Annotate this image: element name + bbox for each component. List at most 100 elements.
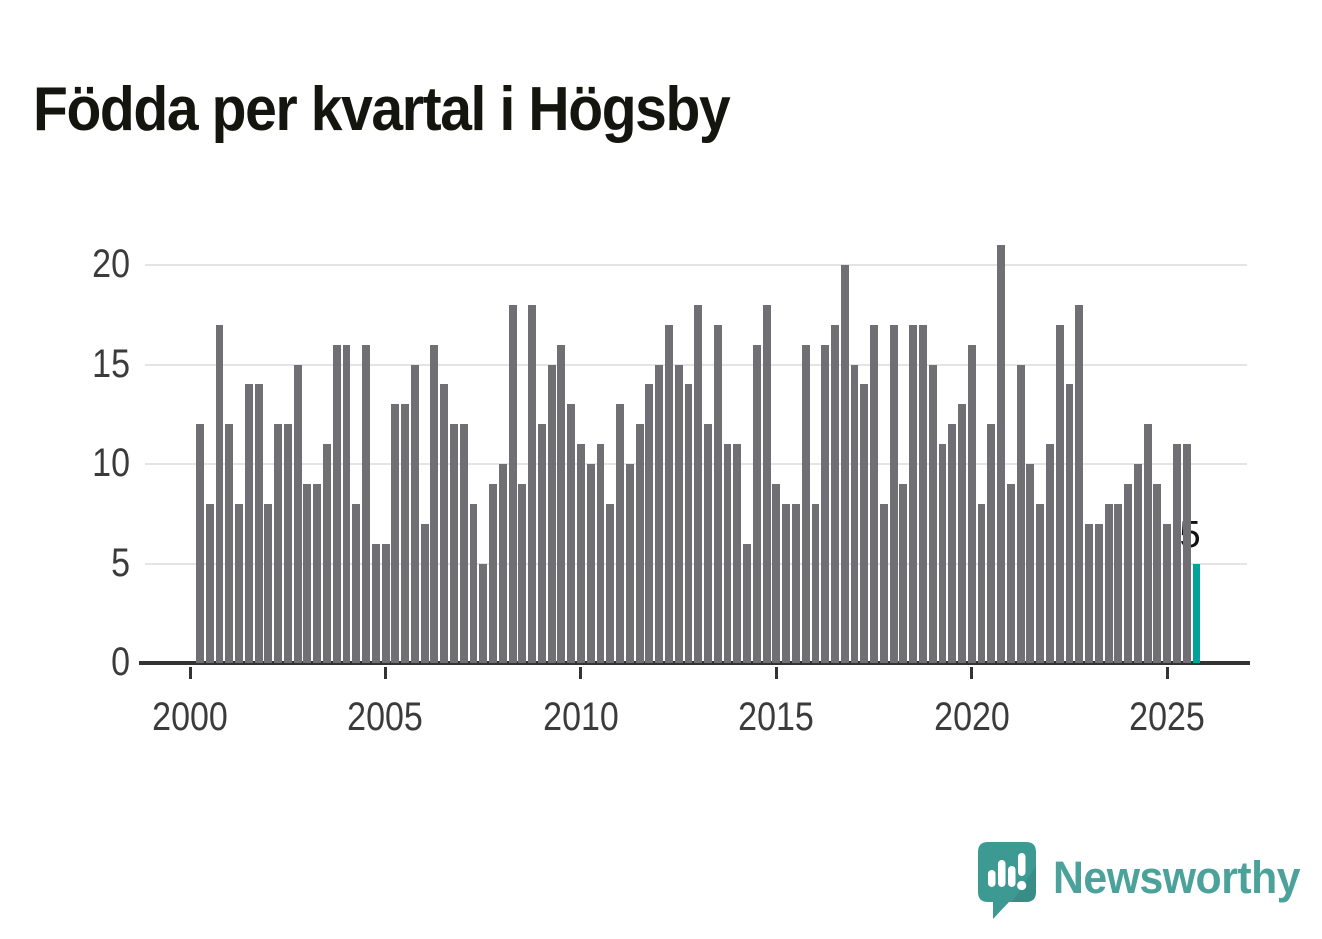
- bar-2011-q2: [635, 424, 644, 663]
- bar-2005-q4: [420, 523, 429, 663]
- bar-2015-q3: [801, 344, 810, 663]
- bar-2008-q2: [518, 483, 527, 663]
- bar-2002-q4: [303, 483, 312, 663]
- bar-2016-q2: [831, 324, 839, 663]
- bar-2022-q1: [1055, 324, 1064, 663]
- bar-2000-q1: [196, 424, 204, 663]
- bar-2011-q3: [645, 384, 654, 663]
- bar-2018-q1: [899, 483, 908, 663]
- x-tick-2020: [970, 667, 974, 679]
- bar-2012-q1: [664, 324, 673, 663]
- y-axis-label-0: 0: [111, 640, 130, 684]
- bar-2002-q3: [293, 364, 302, 663]
- y-axis-label-15: 15: [92, 341, 130, 386]
- bar-2000-q4: [225, 424, 234, 663]
- bar-2001-q2: [244, 384, 253, 663]
- newsworthy-wordmark: Newsworthy: [1053, 852, 1301, 903]
- bar-2006-q3: [450, 424, 458, 663]
- bar-2011-q1: [625, 464, 634, 663]
- bar-2009-q2: [557, 344, 566, 663]
- bar-2010-q2: [596, 444, 605, 663]
- bar-2017-q1: [860, 384, 869, 663]
- bar-2001-q1: [235, 503, 243, 663]
- bar-2015-q2: [791, 503, 800, 663]
- bar-2015-q1: [782, 503, 791, 663]
- bar-2010-q1: [586, 464, 595, 663]
- bar-2017-q4: [889, 324, 898, 663]
- y-axis-label-10: 10: [92, 441, 130, 485]
- bar-2012-q2: [674, 364, 683, 663]
- bar-2000-q3: [215, 324, 224, 663]
- bar-2014-q3: [762, 304, 771, 663]
- bar-2010-q4: [616, 404, 624, 663]
- bar-2013-q4: [733, 444, 742, 663]
- bar-2024-q3: [1153, 483, 1162, 663]
- bar-2022-q3: [1075, 304, 1084, 663]
- bar-2016-q3: [840, 265, 849, 663]
- bar-2025-q2: [1182, 444, 1191, 663]
- bar-2009-q3: [567, 404, 576, 663]
- bar-2023-q4: [1124, 483, 1133, 663]
- bar-2025-q1: [1173, 444, 1181, 663]
- x-tick-2005: [383, 667, 387, 679]
- bar-2017-q2: [870, 324, 879, 663]
- x-axis-line: [139, 661, 1250, 665]
- bar-2014-q1: [743, 543, 751, 663]
- x-axis-label-2010: 2010: [542, 695, 619, 739]
- bar-2017-q3: [879, 503, 888, 663]
- x-tick-2025: [1165, 667, 1169, 679]
- bar-2001-q3: [254, 384, 263, 663]
- x-axis-label-2015: 2015: [738, 695, 814, 739]
- bar-2022-q2: [1065, 384, 1074, 663]
- bar-2014-q4: [772, 483, 781, 663]
- bar-2006-q2: [440, 384, 449, 663]
- page-title: Födda per kvartal i Högsby: [33, 74, 731, 144]
- bar-2024-q2: [1143, 424, 1152, 663]
- bar-2013-q2: [713, 324, 722, 663]
- bar-2006-q1: [430, 344, 439, 663]
- newsworthy-logo: Newsworthy: [976, 840, 1313, 920]
- bar-2008-q1: [508, 304, 517, 663]
- bar-2007-q3: [489, 483, 497, 663]
- x-tick-2000: [188, 667, 192, 679]
- bar-2004-q2: [362, 344, 370, 663]
- bar-2019-q1: [938, 444, 947, 663]
- bar-2020-q2: [987, 424, 996, 663]
- bar-2005-q3: [410, 364, 419, 663]
- bar-2021-q1: [1016, 364, 1025, 663]
- bar-2016-q1: [821, 344, 830, 663]
- bar-2005-q1: [391, 404, 400, 663]
- bar-2007-q2: [479, 563, 488, 663]
- bar-2003-q1: [313, 483, 322, 663]
- y-axis-label-5: 5: [111, 540, 130, 585]
- gridline-20: [145, 264, 1247, 266]
- bar-2020-q1: [977, 503, 986, 663]
- bar-2023-q3: [1114, 503, 1123, 663]
- bar-2019-q3: [958, 404, 966, 663]
- bar-2004-q1: [352, 503, 361, 663]
- bar-2008-q3: [528, 304, 537, 663]
- newsworthy-speech-bubble-chart-icon: [978, 842, 1036, 919]
- bar-2013-q1: [704, 424, 712, 663]
- bar-2019-q2: [948, 424, 957, 663]
- x-tick-2010: [579, 667, 583, 679]
- bar-2020-q4: [1006, 483, 1015, 663]
- x-axis-label-2000: 2000: [152, 695, 228, 739]
- bar-2005-q2: [401, 404, 410, 663]
- x-axis-label-2025: 2025: [1129, 695, 1205, 739]
- x-tick-2015: [774, 667, 778, 679]
- bar-2010-q3: [606, 503, 615, 663]
- bar-2009-q1: [547, 364, 556, 663]
- bar-2018-q4: [928, 364, 937, 663]
- bar-2021-q4: [1045, 444, 1054, 663]
- bar-2004-q3: [371, 543, 380, 663]
- bar-2004-q4: [381, 543, 390, 663]
- bar-2022-q4: [1085, 523, 1093, 663]
- bar-2009-q4: [577, 444, 585, 663]
- bar-2012-q3: [684, 384, 693, 663]
- bar-2025-q3: [1192, 563, 1201, 663]
- bar-2024-q4: [1163, 523, 1172, 663]
- bar-2023-q1: [1094, 523, 1103, 663]
- bar-2007-q1: [469, 503, 478, 663]
